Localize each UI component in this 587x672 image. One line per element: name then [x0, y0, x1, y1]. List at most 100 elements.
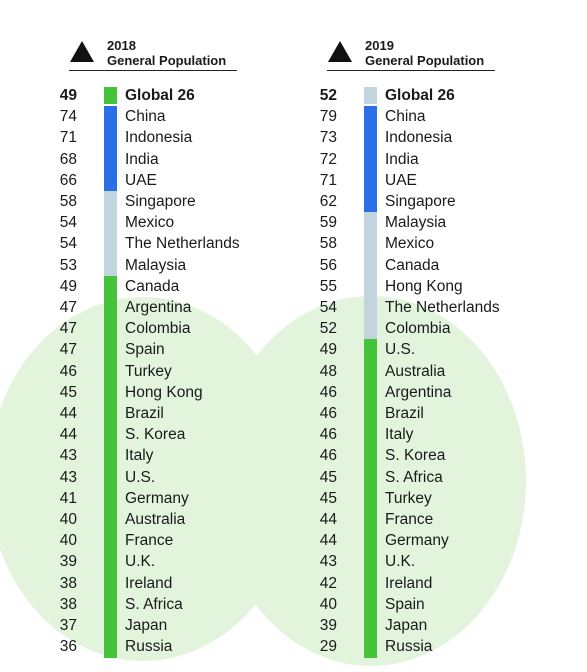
row-label: Mexico — [125, 214, 175, 232]
group-bar-segment — [364, 127, 377, 150]
row-value: 40 — [319, 595, 337, 613]
group-bar-segment — [364, 466, 377, 489]
row-label: Spain — [385, 595, 425, 613]
row-label: Argentina — [385, 383, 452, 401]
group-bar-segment — [364, 509, 377, 531]
group-bar-segment — [364, 318, 377, 340]
group-bar-segment — [104, 509, 117, 531]
row-value: 52 — [319, 320, 337, 338]
row-value: 66 — [59, 171, 77, 189]
row-value: 53 — [59, 256, 77, 274]
row-value: 68 — [59, 150, 77, 168]
row-value: 43 — [319, 553, 337, 571]
table-row: 44 S. Korea — [47, 424, 307, 446]
group-bar-segment — [104, 212, 117, 234]
header-subtitle: General Population — [365, 53, 485, 68]
group-bar-segment — [364, 212, 377, 234]
row-label: Turkey — [125, 362, 172, 380]
table-row: 54 The Netherlands — [307, 297, 567, 319]
table-row: 37 Japan — [47, 615, 307, 637]
row-label: Hong Kong — [385, 277, 463, 295]
row-label: U.S. — [125, 468, 156, 486]
table-row: 56 Canada — [307, 254, 567, 277]
group-bar-segment — [104, 572, 117, 595]
row-label: Global 26 — [385, 87, 455, 104]
table-row: 44 Brazil — [47, 403, 307, 425]
group-bar-segment — [104, 233, 117, 256]
row-value: 54 — [59, 214, 77, 232]
row-value: 46 — [319, 383, 337, 401]
table-row: 74 China — [47, 106, 307, 128]
row-label: Hong Kong — [125, 383, 203, 401]
group-bar-segment — [104, 445, 117, 468]
row-value: 74 — [59, 108, 77, 126]
row-value: 71 — [59, 129, 77, 147]
group-bar-segment — [364, 424, 377, 446]
row-label: India — [125, 150, 159, 168]
row-value: 48 — [319, 362, 337, 380]
row-label: Malaysia — [385, 214, 447, 232]
row-label: Russia — [125, 638, 173, 656]
group-bar-segment — [104, 615, 117, 637]
row-label: Germany — [385, 532, 449, 550]
group-bar-segment — [104, 127, 117, 150]
table-row: 68 India — [47, 148, 307, 171]
row-label: Ireland — [385, 574, 433, 592]
row-value: 46 — [59, 362, 77, 380]
group-bar-segment — [104, 424, 117, 446]
table-row: 47 Colombia — [47, 318, 307, 340]
group-bar-segment — [364, 106, 377, 128]
row-label: Singapore — [385, 193, 456, 210]
table-row: 39 Japan — [307, 615, 567, 637]
table-row: 46 Brazil — [307, 403, 567, 425]
group-bar-segment — [364, 254, 377, 277]
group-bar-segment — [104, 381, 117, 404]
row-label: The Netherlands — [385, 299, 500, 316]
row-label: France — [385, 511, 434, 528]
row-label: Spain — [125, 341, 165, 359]
row-label: U.K. — [125, 553, 156, 571]
group-bar-segment — [104, 169, 117, 192]
row-value: 42 — [319, 574, 337, 592]
row-label: Brazil — [385, 405, 424, 422]
table-row: 46 Argentina — [307, 381, 567, 404]
group-bar-segment — [104, 466, 117, 489]
table-row: 44 France — [307, 509, 567, 531]
group-bar-segment — [104, 360, 117, 383]
row-label: Mexico — [385, 235, 435, 253]
row-value: 79 — [319, 108, 337, 126]
group-bar-segment — [104, 339, 117, 362]
row-value: 46 — [319, 405, 337, 422]
table-row: 71 Indonesia — [47, 127, 307, 150]
header-divider — [327, 70, 495, 71]
table-row: 49 Global 26 — [47, 85, 307, 106]
column-2018: 2018 General Population 49 Global 26 74 Chi… — [47, 0, 307, 672]
group-bar-segment — [364, 169, 377, 192]
table-row: 45 Turkey — [307, 487, 567, 510]
table-row: 40 Australia — [47, 509, 307, 531]
row-label: Japan — [385, 617, 428, 634]
row-label: U.S. — [385, 341, 416, 359]
row-value: 49 — [319, 341, 337, 359]
group-bar-segment — [104, 530, 117, 552]
row-value: 44 — [59, 426, 77, 444]
row-label: S. Africa — [385, 468, 443, 486]
row-value: 49 — [59, 87, 77, 104]
row-label: Australia — [385, 362, 446, 380]
group-bar-segment — [104, 551, 117, 574]
table-row: 29 Russia — [307, 636, 567, 658]
group-bar-segment — [364, 148, 377, 171]
row-value: 43 — [59, 468, 77, 486]
row-label: Japan — [125, 617, 168, 634]
table-row: 38 S. Africa — [47, 593, 307, 616]
row-value: 55 — [319, 277, 337, 295]
group-bar-segment — [104, 87, 117, 104]
table-row: 45 S. Africa — [307, 466, 567, 489]
row-label: Colombia — [385, 320, 451, 338]
group-bar-segment — [104, 106, 117, 128]
group-bar-segment — [104, 487, 117, 510]
table-row: 62 Singapore — [307, 191, 567, 213]
row-value: 47 — [59, 299, 77, 316]
row-value: 47 — [59, 341, 77, 359]
table-row: 79 China — [307, 106, 567, 128]
